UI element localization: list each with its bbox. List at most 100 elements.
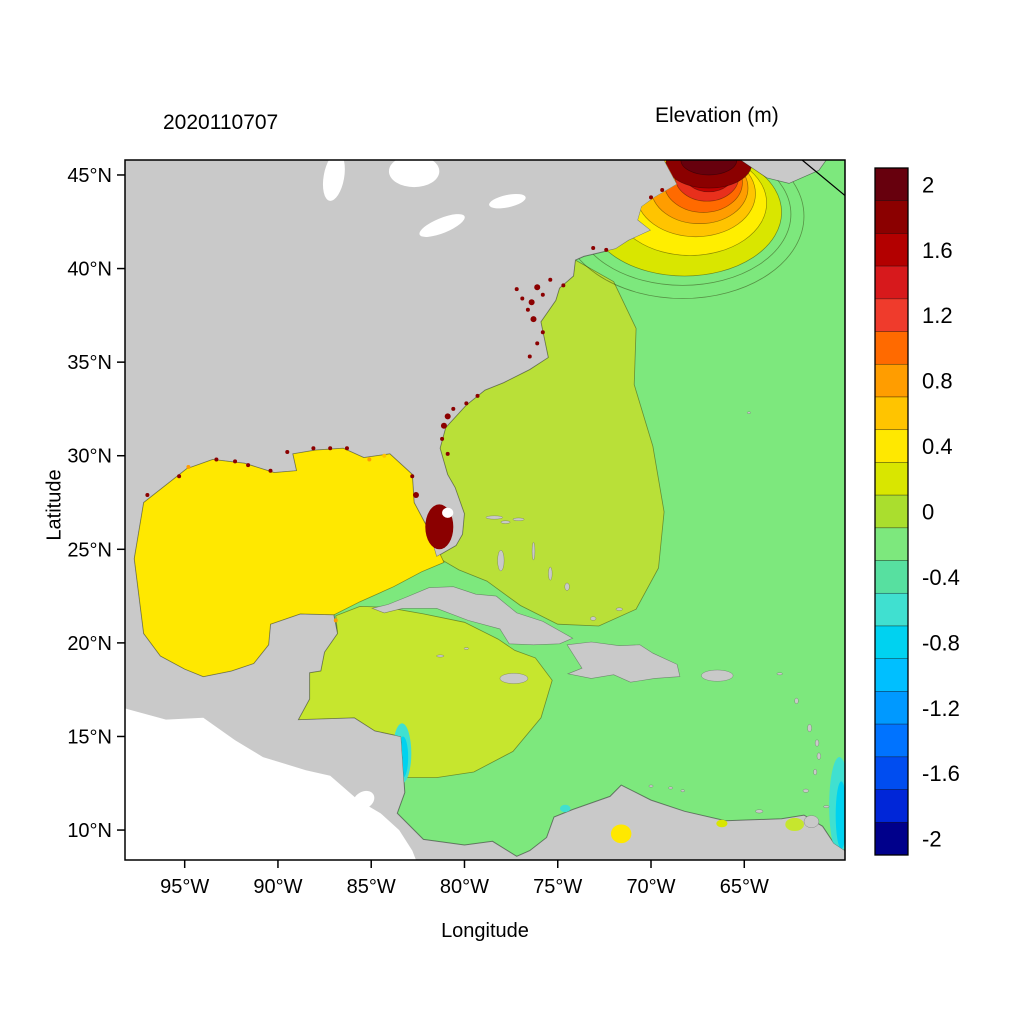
colorbar-segment <box>874 167 909 202</box>
y-tick-label: 45°N <box>67 165 112 187</box>
coastal-speck <box>520 296 525 301</box>
coastal-speck <box>514 287 519 292</box>
coastal-speck <box>268 468 273 473</box>
colorbar-tick-label: 0.8 <box>922 369 953 394</box>
lake <box>322 152 345 201</box>
colorbar-tick-label: 2 <box>922 172 934 197</box>
coastal-speck <box>214 457 219 462</box>
island <box>648 784 654 788</box>
island <box>436 654 445 658</box>
region-se-us-shelf <box>435 259 665 627</box>
island <box>823 805 830 809</box>
lake <box>388 155 440 188</box>
colorbar-tick-label: 1.2 <box>922 303 953 328</box>
y-tick-label: 35°N <box>67 352 112 374</box>
coastal-speck <box>344 446 349 451</box>
coastal-speck <box>186 464 191 469</box>
y-tick-label: 15°N <box>67 726 112 748</box>
lake <box>353 790 375 810</box>
colorbar-segment <box>874 527 909 561</box>
colorbar-tick-label: -1.6 <box>922 761 960 786</box>
region-west-caribbean <box>297 605 553 778</box>
colorbar-tick-label: 1.6 <box>922 238 953 263</box>
colorbar-frame <box>874 167 909 856</box>
coastal-speck <box>534 284 541 291</box>
x-tick-label: 95°W <box>160 876 209 898</box>
anomaly-patch <box>835 781 846 849</box>
island <box>564 582 570 591</box>
lake <box>489 194 526 209</box>
colorbar-segment <box>874 298 909 332</box>
coastal-speck <box>591 245 596 250</box>
colorbar-segment <box>874 233 909 267</box>
island <box>803 815 820 828</box>
island <box>548 566 553 581</box>
coastal-speck <box>561 283 566 288</box>
coastal-speck <box>649 195 654 200</box>
colorbar-segment <box>874 658 909 692</box>
island <box>512 517 525 522</box>
colorbar-segment <box>874 396 909 431</box>
colorbar-segment <box>874 592 909 627</box>
x-axis: 95°W 90°W 85°W 80°W 75°W 70°W 65°W <box>160 860 769 898</box>
island <box>497 549 505 572</box>
anomaly-patch <box>610 824 632 844</box>
island <box>755 809 764 814</box>
coastal-speck <box>246 463 251 468</box>
colorbar-segment <box>874 331 909 365</box>
colorbar-tick-label: -0.8 <box>922 630 960 655</box>
y-axis: 45°N 40°N 35°N 30°N 25°N 20°N 15°N 10°N <box>67 165 125 842</box>
island <box>814 739 820 747</box>
coastal-speck <box>535 341 540 346</box>
coastal-speck <box>451 406 456 411</box>
colorbar-title: Elevation (m) <box>655 104 779 127</box>
run-date-title: 2020110707 <box>163 111 279 134</box>
coastal-speck <box>445 451 450 456</box>
anomaly-patch <box>785 817 804 831</box>
colorbar-tick-label: 0.4 <box>922 434 953 459</box>
island <box>816 752 822 760</box>
island <box>531 542 536 561</box>
pacific-nodata-region <box>125 708 416 860</box>
coastal-speck <box>382 453 387 458</box>
coastal-speck <box>528 299 535 306</box>
colorbar-segment <box>874 363 909 398</box>
coastal-speck <box>233 459 238 464</box>
x-tick-label: 85°W <box>347 876 396 898</box>
coastal-speck <box>548 277 553 282</box>
y-tick-label: 10°N <box>67 820 112 842</box>
y-tick-label: 20°N <box>67 633 112 655</box>
island <box>499 673 529 684</box>
coastal-speck <box>145 493 150 498</box>
lake <box>442 507 454 518</box>
colorbar-segment <box>874 462 909 496</box>
island <box>701 669 734 682</box>
island-hispaniola <box>566 641 681 683</box>
coastal-speck <box>475 393 480 398</box>
colorbar-segment <box>874 723 909 758</box>
coastal-speck <box>440 436 445 441</box>
y-tick-label: 30°N <box>67 446 112 468</box>
coastal-speck <box>527 354 532 359</box>
island <box>680 789 685 793</box>
coastal-speck <box>660 187 665 192</box>
plot-frame <box>124 159 846 861</box>
y-tick-label: 25°N <box>67 539 112 561</box>
island <box>813 768 818 776</box>
coastal-speck <box>285 449 290 454</box>
island <box>794 697 799 704</box>
coastal-speck <box>540 292 545 297</box>
island <box>776 672 783 676</box>
colorbar-tick-label: -0.4 <box>922 565 960 590</box>
x-tick-label: 80°W <box>440 876 489 898</box>
coastal-speck <box>530 316 537 323</box>
island <box>807 724 812 733</box>
lake <box>419 214 465 237</box>
island <box>668 786 673 790</box>
coastal-speck <box>440 422 447 429</box>
x-tick-label: 70°W <box>626 876 675 898</box>
colorbar-segment <box>874 625 909 660</box>
colorbar: 2 1.6 1.2 0.8 0.4 0 -0.4 -0.8 -1.2 -1.6 -2 <box>874 167 960 856</box>
colorbar-segment <box>874 494 909 529</box>
